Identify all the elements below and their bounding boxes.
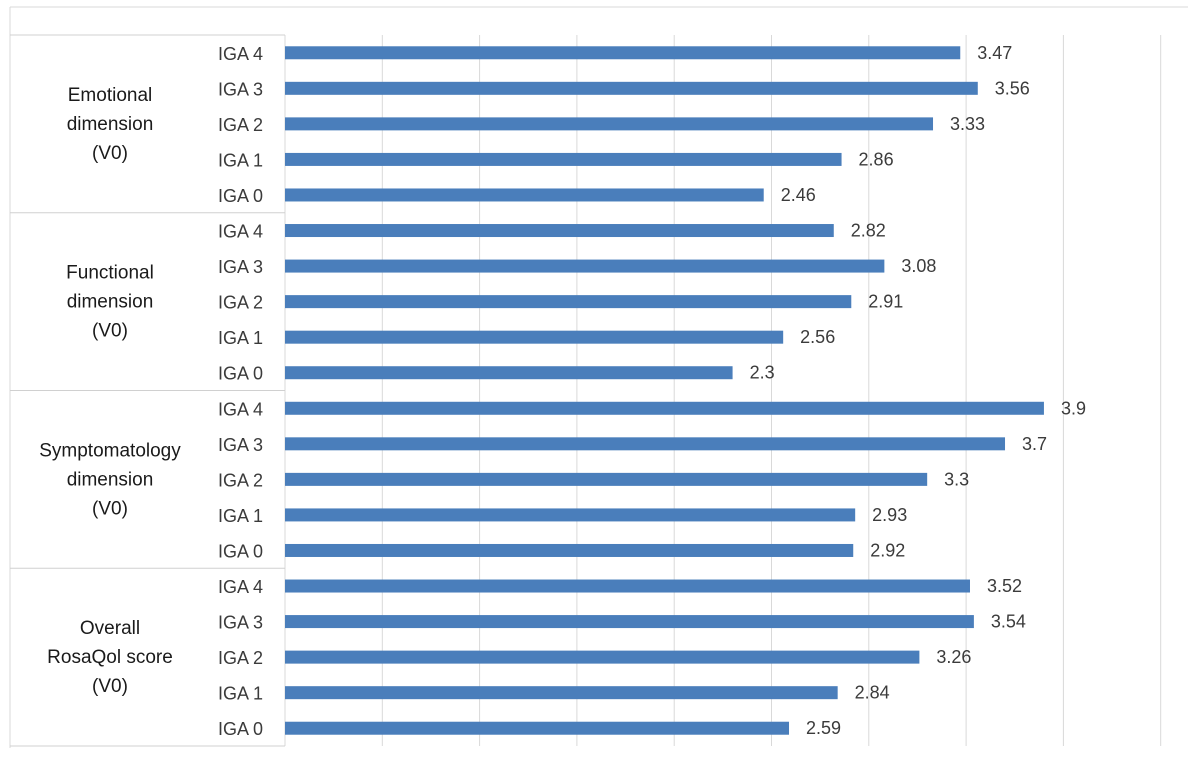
bar: [285, 686, 838, 700]
group-label: Symptomatology: [39, 440, 181, 461]
category-label: IGA 2: [218, 293, 263, 313]
bar: [285, 650, 920, 664]
bar: [285, 81, 978, 95]
group-separators: [10, 34, 285, 747]
category-label: IGA 4: [218, 577, 263, 597]
gridlines: [284, 35, 1162, 746]
bar: [285, 295, 852, 309]
value-label: 3.33: [950, 114, 985, 134]
bar: [285, 615, 974, 629]
value-label: 3.3: [944, 469, 969, 489]
bars: [285, 46, 1044, 735]
bar: [285, 437, 1006, 451]
group-label: (V0): [92, 498, 128, 519]
bar: [285, 46, 961, 60]
category-label: IGA 3: [218, 435, 263, 455]
bar: [285, 472, 928, 486]
value-label: 3.47: [977, 43, 1012, 63]
group-label: Overall: [80, 618, 140, 639]
category-label: IGA 2: [218, 648, 263, 668]
value-label: 2.46: [781, 185, 816, 205]
category-label: IGA 1: [218, 506, 263, 526]
value-label: 2.93: [872, 505, 907, 525]
value-label: 3.7: [1022, 434, 1047, 454]
category-label: IGA 1: [218, 684, 263, 704]
category-label: IGA 0: [218, 186, 263, 206]
category-label: IGA 1: [218, 328, 263, 348]
value-label: 3.08: [901, 256, 936, 276]
category-label: IGA 2: [218, 470, 263, 490]
group-labels: Emotional dimension (V0) Functional dimensio…: [39, 85, 181, 697]
group-label: dimension: [67, 114, 154, 135]
value-label: 2.59: [806, 718, 841, 738]
value-label: 2.84: [855, 683, 890, 703]
group-label: dimension: [67, 292, 154, 313]
group-label: (V0): [92, 143, 128, 164]
group-label: RosaQol score: [47, 647, 173, 668]
value-label: 2.92: [870, 540, 905, 560]
bar: [285, 224, 834, 238]
bar: [285, 543, 854, 557]
bar: [285, 508, 856, 522]
group-label: (V0): [92, 676, 128, 697]
bar: [285, 117, 934, 131]
value-label: 3.9: [1061, 398, 1086, 418]
value-label: 2.82: [851, 221, 886, 241]
value-label: 2.3: [750, 363, 775, 383]
value-labels: 3.47 3.56 3.33 2.86 2.46 2.82 3.08 2.91 2.56 2.3 3…: [750, 43, 1086, 738]
category-label: IGA 4: [218, 222, 263, 242]
value-label: 3.56: [995, 78, 1030, 98]
group-label: Emotional: [68, 85, 153, 106]
bar: [285, 366, 733, 380]
bar: [285, 401, 1044, 415]
category-label: IGA 2: [218, 115, 263, 135]
value-label: 2.91: [868, 292, 903, 312]
bar: [285, 188, 764, 202]
group-label: Functional: [66, 263, 154, 284]
category-label: IGA 4: [218, 399, 263, 419]
group-label: (V0): [92, 321, 128, 342]
value-label: 3.26: [936, 647, 971, 667]
category-label: IGA 0: [218, 541, 263, 561]
bar: [285, 721, 790, 735]
category-label: IGA 4: [218, 44, 263, 64]
category-labels: IGA 4 IGA 3 IGA 2 IGA 1 IGA 0 IGA 4 IGA 3 IGA 2…: [218, 44, 263, 739]
bar: [285, 152, 842, 166]
category-label: IGA 3: [218, 79, 263, 99]
category-label: IGA 3: [218, 257, 263, 277]
group-label: dimension: [67, 469, 154, 490]
category-label: IGA 0: [218, 719, 263, 739]
bar: [285, 579, 970, 593]
bar: [285, 330, 784, 344]
value-label: 2.86: [859, 149, 894, 169]
category-label: IGA 1: [218, 150, 263, 170]
category-label: IGA 3: [218, 613, 263, 633]
category-label: IGA 0: [218, 364, 263, 384]
chart-frame: [9, 6, 1188, 748]
value-label: 3.54: [991, 612, 1026, 632]
value-label: 3.52: [987, 576, 1022, 596]
bar: [285, 259, 885, 273]
value-label: 2.56: [800, 327, 835, 347]
